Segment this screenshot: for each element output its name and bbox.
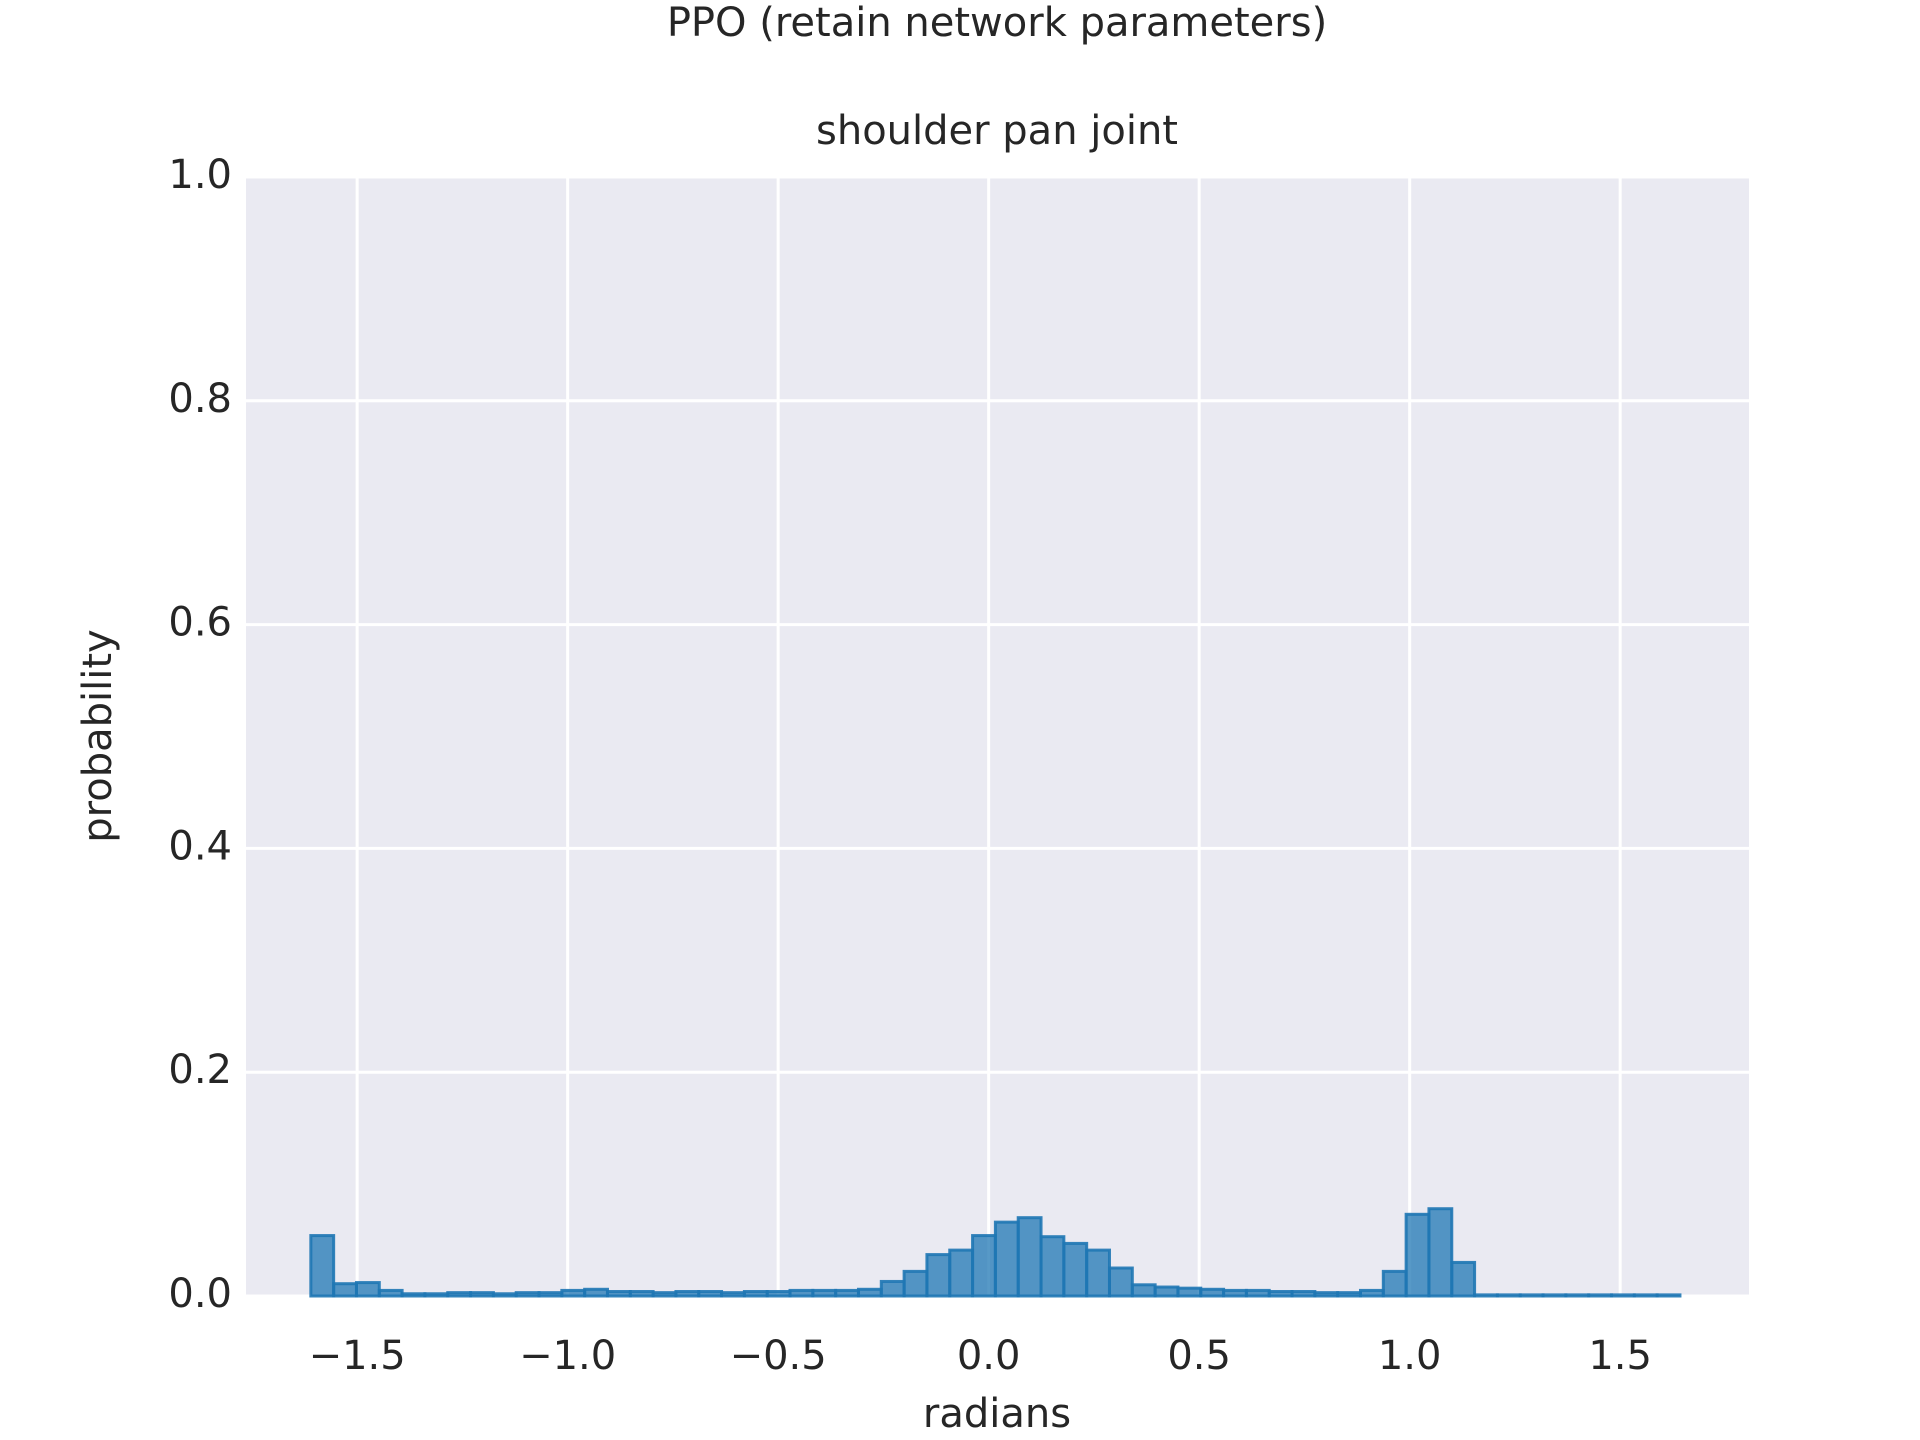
bar (377, 1288, 404, 1298)
bar (1381, 1269, 1408, 1298)
bar (1153, 1285, 1180, 1298)
bar (1655, 1293, 1682, 1298)
bar (1313, 1291, 1340, 1298)
bar (1336, 1291, 1362, 1298)
bar (1199, 1287, 1226, 1298)
bar (1541, 1293, 1568, 1298)
bar (1222, 1288, 1248, 1298)
bar (765, 1290, 792, 1298)
bar (469, 1291, 495, 1298)
x-tick-label: −1.5 (309, 1333, 406, 1379)
bar (720, 1291, 746, 1298)
y-tick-label: 0.0 (168, 1271, 232, 1317)
x-tick-label: −0.5 (730, 1333, 827, 1379)
bar (948, 1248, 975, 1298)
bar (354, 1281, 381, 1298)
x-tick-label: 1.5 (1588, 1333, 1652, 1379)
bar (1427, 1207, 1454, 1298)
bar (856, 1287, 883, 1298)
bar (674, 1290, 701, 1298)
bar (1473, 1293, 1499, 1298)
bar (925, 1253, 952, 1298)
bar (788, 1288, 815, 1298)
bar (1587, 1293, 1613, 1298)
x-axis-label: radians (923, 1391, 1071, 1437)
bar (1609, 1293, 1636, 1298)
bar (742, 1290, 769, 1298)
bar (1564, 1293, 1591, 1298)
y-axis-label: probability (75, 629, 121, 842)
grid (246, 175, 1749, 1298)
x-tick-label: 0.5 (1167, 1333, 1231, 1379)
bar (1290, 1290, 1317, 1298)
bar (1495, 1293, 1522, 1298)
bar (651, 1291, 678, 1298)
bar (879, 1279, 906, 1298)
bar (1358, 1288, 1385, 1298)
bar (583, 1287, 609, 1298)
bar (605, 1290, 632, 1298)
bar (1632, 1293, 1659, 1298)
y-tick-label: 1.0 (168, 152, 232, 198)
chart-title: PPO (retain network parameters) (667, 0, 1327, 46)
chart-subtitle: shoulder pan joint (816, 108, 1178, 154)
bar (1016, 1216, 1043, 1298)
bar (1130, 1283, 1157, 1298)
bar (971, 1234, 997, 1298)
bar (902, 1269, 929, 1298)
bar (560, 1288, 587, 1298)
x-tick-label: 1.0 (1378, 1333, 1442, 1379)
bar (628, 1290, 655, 1298)
bar (491, 1292, 518, 1298)
y-tick-label: 0.4 (168, 823, 232, 869)
bar (1085, 1248, 1111, 1298)
bar (1244, 1288, 1271, 1298)
bar (1404, 1212, 1431, 1298)
bar (1450, 1260, 1477, 1298)
bar (1176, 1286, 1203, 1298)
bar (993, 1220, 1020, 1298)
x-tick-label: −1.0 (519, 1333, 616, 1379)
bar (1039, 1235, 1066, 1298)
bar (446, 1291, 473, 1298)
bar (332, 1282, 358, 1298)
bar (834, 1288, 860, 1298)
bar (1062, 1241, 1089, 1298)
bar (1107, 1266, 1134, 1298)
bar (1267, 1290, 1294, 1298)
y-tick-label: 0.2 (168, 1047, 232, 1093)
y-tick-label: 0.6 (168, 600, 232, 646)
bars (309, 1207, 1682, 1298)
bar (697, 1290, 724, 1298)
x-tick-label: 0.0 (957, 1333, 1021, 1379)
plot-area (246, 177, 1749, 1296)
y-tick-label: 0.8 (168, 376, 232, 422)
bar (400, 1292, 427, 1298)
bar (1518, 1293, 1545, 1298)
bar (309, 1234, 336, 1298)
bar (514, 1291, 541, 1298)
bar (811, 1288, 838, 1298)
bar (423, 1292, 450, 1298)
bar (537, 1291, 564, 1298)
